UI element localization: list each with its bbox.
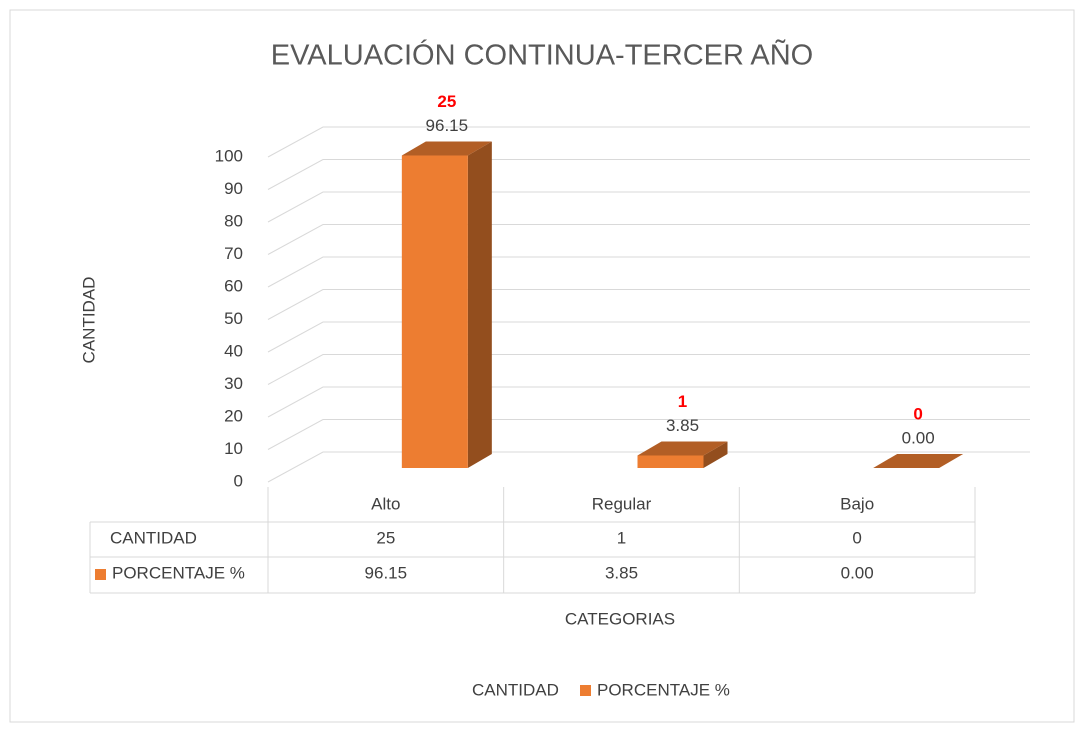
table-cell: 3.85 [605, 563, 638, 582]
legend-label: PORCENTAJE % [597, 680, 730, 699]
legend-label: CANTIDAD [472, 680, 559, 699]
table-cell: 96.15 [365, 563, 408, 582]
chart-title: EVALUACIÓN CONTINUA-TERCER AÑO [271, 38, 813, 72]
bar-top [637, 441, 728, 456]
y-tick-label: 50 [224, 309, 243, 328]
y-tick-label: 90 [224, 179, 243, 198]
data-label: 0.00 [902, 428, 935, 447]
y-tick-label: 60 [224, 276, 243, 295]
data-label: 3.85 [666, 416, 699, 435]
table-cell: 0 [852, 528, 861, 547]
table-legend-key [95, 569, 106, 580]
data-label: 96.15 [426, 116, 469, 135]
y-tick-label: 30 [224, 374, 243, 393]
table-cell: 1 [617, 528, 626, 547]
grid-line [267, 419, 1030, 450]
data-label: 1 [678, 392, 687, 411]
bar [637, 455, 704, 468]
y-tick-label: 10 [224, 439, 243, 458]
grid-line [267, 224, 1030, 255]
data-label: 0 [913, 404, 922, 423]
x-tick-label: Regular [592, 494, 652, 513]
bar [401, 155, 468, 468]
grid-line [267, 354, 1030, 385]
grid-line [267, 289, 1030, 320]
grid-line [267, 256, 1030, 288]
chart-frame [9, 9, 1075, 723]
y-tick-label: 40 [224, 341, 243, 360]
y-axis-label: CANTIDAD [79, 277, 98, 364]
grid-line [267, 321, 1030, 353]
grid-line [267, 126, 1030, 158]
x-tick-label: Bajo [840, 494, 874, 513]
y-tick-label: 80 [224, 211, 243, 230]
bar-side [467, 141, 492, 468]
y-tick-label: 0 [234, 471, 243, 490]
table-cell: 25 [376, 528, 395, 547]
bar-top [401, 141, 492, 156]
y-tick-label: 100 [215, 146, 243, 165]
grid-line [267, 159, 1030, 190]
grid-line [267, 451, 1030, 483]
table-row-label: PORCENTAJE % [112, 563, 245, 582]
bar-top [873, 454, 964, 468]
legend-key [580, 685, 591, 696]
bar-side [703, 441, 728, 468]
table-row-label: CANTIDAD [110, 528, 197, 547]
grid-line [267, 386, 1030, 418]
data-label: 25 [437, 92, 456, 111]
grid-line [267, 191, 1030, 223]
x-tick-label: Alto [371, 494, 400, 513]
y-tick-label: 20 [224, 406, 243, 425]
table-cell: 0.00 [841, 563, 874, 582]
y-tick-label: 70 [224, 244, 243, 263]
x-axis-label: CATEGORIAS [565, 609, 675, 628]
